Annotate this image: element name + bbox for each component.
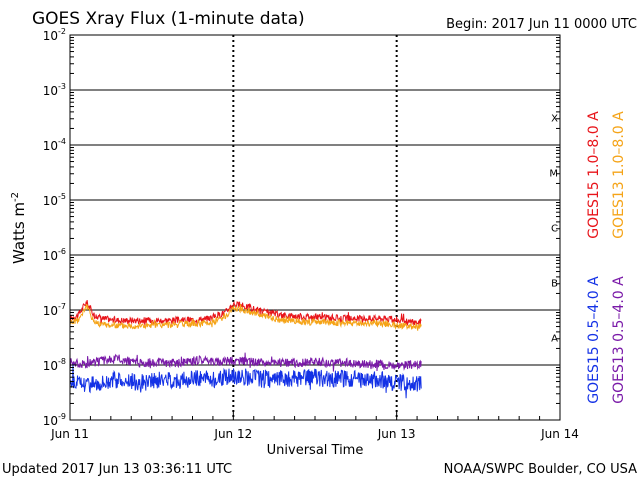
y-tick-base-6: 10	[43, 359, 58, 373]
grid-lines	[70, 35, 560, 420]
y-tick-exp-2: -4	[58, 137, 66, 146]
legend-entry-0: GOES15 1.0–8.0 A	[586, 111, 602, 239]
x-tick-label-3: Jun 14	[540, 427, 579, 441]
x-axis-label: Universal Time	[267, 443, 364, 458]
x-tick-label-1: Jun 12	[213, 427, 252, 441]
flare-class-labels: X M C B A	[549, 114, 558, 345]
series-legend: GOES15 1.0–8.0 A GOES13 1.0–8.0 A GOES15 0…	[586, 111, 627, 404]
y-tick-exp-3: -5	[58, 192, 66, 201]
y-tick-exp-4: -6	[58, 247, 66, 256]
legend-entry-3: GOES13 0.5–4.0 A	[611, 276, 627, 404]
y-tick-label-6: 10-8	[43, 357, 66, 373]
y-tick-base-2: 10	[43, 139, 58, 153]
y-tick-label-5: 10-7	[43, 302, 66, 318]
series-line-2	[69, 363, 422, 399]
y-tick-exp-6: -8	[58, 357, 66, 366]
y-tick-base-3: 10	[43, 194, 58, 208]
begin-label: Begin: 2017 Jun 11 0000 UTC	[446, 17, 637, 32]
y-tick-base-1: 10	[43, 84, 58, 98]
y-tick-exp-1: -3	[58, 82, 66, 91]
x-tick-label-2: Jun 13	[377, 427, 416, 441]
flare-class-a: A	[551, 334, 558, 345]
y-tick-label-3: 10-5	[43, 192, 66, 208]
y-tick-exp-5: -7	[58, 302, 66, 311]
series-line-3	[69, 352, 422, 372]
y-axis-label-text: Watts m	[10, 202, 28, 264]
legend-entry-1: GOES13 1.0–8.0 A	[611, 111, 627, 239]
y-tick-base-0: 10	[43, 29, 58, 43]
y-tick-label-1: 10-3	[43, 82, 66, 98]
y-tick-label-4: 10-6	[43, 247, 66, 263]
y-axis-label-sup: -2	[10, 192, 21, 202]
flare-class-x: X	[551, 114, 558, 125]
y-axis-label: Watts m-2	[10, 192, 28, 264]
y-tick-label-7: 10-9	[43, 412, 66, 428]
y-tick-exp-7: -9	[58, 412, 66, 421]
legend-entry-2: GOES15 0.5–4.0 A	[586, 276, 602, 404]
x-tick-label-0: Jun 11	[50, 427, 89, 441]
y-tick-exp-0: -2	[58, 27, 66, 36]
y-tick-base-5: 10	[43, 304, 58, 318]
flare-class-m: M	[549, 169, 558, 180]
footer-updated: Updated 2017 Jun 13 03:36:11 UTC	[2, 462, 232, 477]
series-layer	[69, 300, 422, 399]
series-line-1	[69, 303, 422, 331]
flare-class-c: C	[551, 224, 558, 235]
chart-title: GOES Xray Flux (1-minute data)	[32, 9, 305, 29]
y-tick-label-0: 10-2	[43, 27, 66, 43]
y-tick-base-4: 10	[43, 249, 58, 263]
y-tick-base-7: 10	[43, 414, 58, 428]
y-tick-label-2: 10-4	[43, 137, 66, 153]
flare-class-b: B	[551, 279, 558, 290]
footer-source: NOAA/SWPC Boulder, CO USA	[444, 462, 637, 477]
